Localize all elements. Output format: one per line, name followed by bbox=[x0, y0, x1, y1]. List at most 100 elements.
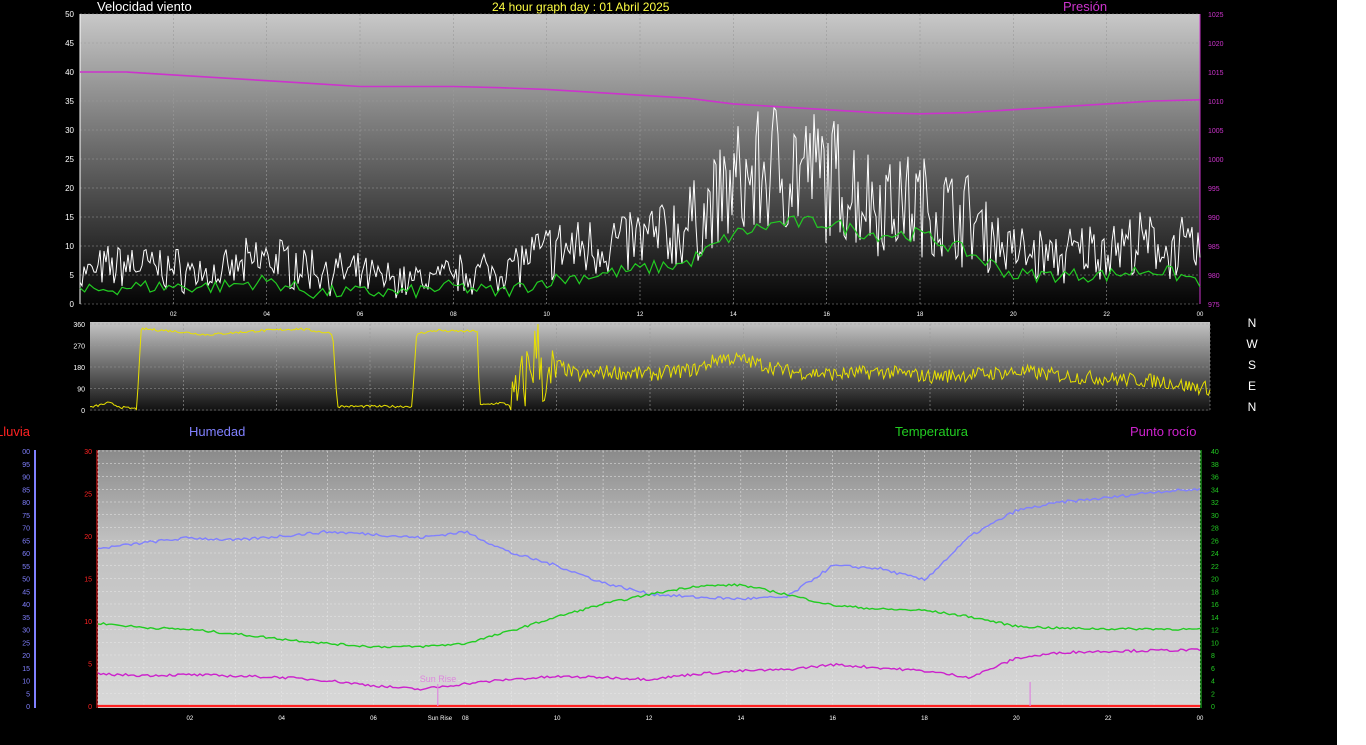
temperature-tick-label: 2 bbox=[1211, 691, 1215, 698]
temperature-tick-label: 28 bbox=[1211, 526, 1219, 533]
temperature-tick-label: 14 bbox=[1211, 615, 1219, 622]
pressure-tick-label: 1020 bbox=[1208, 41, 1224, 48]
temperature-tick-label: 0 bbox=[1211, 704, 1215, 711]
temperature-tick-label: 16 bbox=[1211, 602, 1219, 609]
dewpoint-label: Punto rocío bbox=[1130, 424, 1197, 439]
pressure-tick-label: 1015 bbox=[1208, 70, 1224, 77]
direction-tick-label: 270 bbox=[73, 344, 85, 351]
pressure-tick-label: 1005 bbox=[1208, 128, 1224, 135]
climate-x-tick-label: 12 bbox=[646, 716, 653, 722]
pressure-tick-label: 980 bbox=[1208, 273, 1220, 280]
humidity-tick-label: 25 bbox=[22, 640, 30, 647]
humidity-tick-label: 0 bbox=[26, 704, 30, 711]
wind-gridlines bbox=[79, 13, 1201, 305]
humidity-tick-label: 45 bbox=[22, 589, 30, 596]
wind-x-tick-label: 04 bbox=[263, 312, 270, 318]
temperature-tick-label: 6 bbox=[1211, 666, 1215, 673]
wind-direction-line bbox=[89, 323, 1211, 411]
climate-x-tick-label: 06 bbox=[370, 716, 377, 722]
climate-gridlines bbox=[97, 450, 1201, 707]
climate-x-tick-label: 20 bbox=[1013, 716, 1020, 722]
climate-x-tick-label: 08 bbox=[462, 716, 469, 722]
humidity-tick-label: 60 bbox=[22, 551, 30, 558]
wind-gust-line bbox=[79, 106, 1201, 299]
pressure-label: Presión bbox=[1063, 0, 1107, 14]
temperature-label: Temperatura bbox=[895, 424, 969, 439]
temperature-tick-label: 4 bbox=[1211, 679, 1215, 686]
climate-left-tick-label: 20 bbox=[84, 534, 92, 541]
wind-x-tick-label: 02 bbox=[170, 312, 177, 318]
temperature-tick-label: 24 bbox=[1211, 551, 1219, 558]
direction-tick-label: 180 bbox=[73, 365, 85, 372]
right-border-strip bbox=[1337, 0, 1366, 745]
humidity-label: Humedad bbox=[189, 424, 245, 439]
temperature-line bbox=[97, 583, 1201, 649]
temperature-tick-label: 10 bbox=[1211, 640, 1219, 647]
climate-x-axis-ticks: 02 04 06 08 10 12 14 16 18 20 22 00 bbox=[186, 716, 1204, 722]
climate-left-tick-label: 10 bbox=[84, 619, 92, 626]
climate-x-tick-label: 04 bbox=[278, 716, 285, 722]
direction-axis-ticks: 0 90 180 270 360 bbox=[73, 322, 85, 415]
wind-x-tick-label: 06 bbox=[357, 312, 364, 318]
temperature-tick-label: 34 bbox=[1211, 487, 1219, 494]
compass-letter: S bbox=[1248, 358, 1256, 372]
humidity-tick-label: 10 bbox=[22, 679, 30, 686]
sunrise-x-tick: Sun Rise bbox=[428, 716, 453, 722]
wind-x-tick-label: 00 bbox=[1197, 312, 1204, 318]
graph-title: 24 hour graph day : 01 Abril 2025 bbox=[492, 0, 670, 14]
pressure-tick-label: 1010 bbox=[1208, 99, 1224, 106]
humidity-tick-label: 90 bbox=[22, 475, 30, 482]
climate-left-tick-label: 30 bbox=[84, 449, 92, 456]
climate-x-tick-label: 02 bbox=[186, 716, 193, 722]
pressure-tick-label: 1025 bbox=[1208, 12, 1224, 19]
temperature-tick-label: 26 bbox=[1211, 538, 1219, 545]
humidity-tick-label: 95 bbox=[22, 462, 30, 469]
temperature-tick-label: 22 bbox=[1211, 564, 1219, 571]
climate-x-tick-label: 16 bbox=[829, 716, 836, 722]
wind-speed-tick-label: 5 bbox=[70, 271, 75, 280]
direction-tick-label: 360 bbox=[73, 322, 85, 329]
humidity-axis-ticks: 0 5 10 15 20 25 30 35 40 45 50 55 60 65 70 75 80 85 90 95 00 bbox=[22, 449, 30, 711]
climate-x-tick-label: 18 bbox=[921, 716, 928, 722]
compass-letter: E bbox=[1248, 379, 1256, 393]
wind-speed-tick-label: 15 bbox=[65, 213, 74, 222]
compass-letter: N bbox=[1248, 316, 1257, 330]
humidity-tick-label: 50 bbox=[22, 577, 30, 584]
climate-x-tick-label: 14 bbox=[737, 716, 744, 722]
climate-left-axis-ticks: 0 5 10 15 20 25 30 bbox=[84, 449, 92, 711]
sunrise-annotation: Sun Rise bbox=[420, 674, 457, 684]
temperature-tick-label: 38 bbox=[1211, 462, 1219, 469]
climate-left-tick-label: 0 bbox=[88, 704, 92, 711]
pressure-tick-label: 990 bbox=[1208, 215, 1220, 222]
temperature-tick-label: 30 bbox=[1211, 513, 1219, 520]
temperature-tick-label: 12 bbox=[1211, 628, 1219, 635]
compass-letter: W bbox=[1246, 337, 1258, 351]
direction-tick-label: 0 bbox=[81, 408, 85, 415]
pressure-tick-label: 995 bbox=[1208, 186, 1220, 193]
pressure-tick-label: 985 bbox=[1208, 244, 1220, 251]
climate-left-tick-label: 15 bbox=[84, 577, 92, 584]
humidity-tick-label: 80 bbox=[22, 500, 30, 507]
wind-speed-label: Velocidad viento bbox=[97, 0, 192, 14]
humidity-tick-label: 5 bbox=[26, 691, 30, 698]
wind-speed-tick-label: 40 bbox=[65, 68, 74, 77]
humidity-tick-label: 70 bbox=[22, 526, 30, 533]
humidity-tick-label: 55 bbox=[22, 564, 30, 571]
wind-speed-tick-label: 20 bbox=[65, 184, 74, 193]
wind-x-tick-label: 20 bbox=[1010, 312, 1017, 318]
wind-x-tick-label: 12 bbox=[637, 312, 644, 318]
climate-series bbox=[97, 487, 1201, 708]
wind-x-tick-label: 08 bbox=[450, 312, 457, 318]
humidity-tick-label: 65 bbox=[22, 538, 30, 545]
humidity-tick-label: 35 bbox=[22, 615, 30, 622]
humidity-tick-label: 20 bbox=[22, 653, 30, 660]
climate-x-tick-label: 22 bbox=[1105, 716, 1112, 722]
wind-average-line bbox=[79, 215, 1201, 300]
climate-x-tick-label: 00 bbox=[1197, 716, 1204, 722]
wind-speed-tick-label: 25 bbox=[65, 155, 74, 164]
temperature-tick-label: 18 bbox=[1211, 589, 1219, 596]
humidity-tick-label: 85 bbox=[22, 487, 30, 494]
